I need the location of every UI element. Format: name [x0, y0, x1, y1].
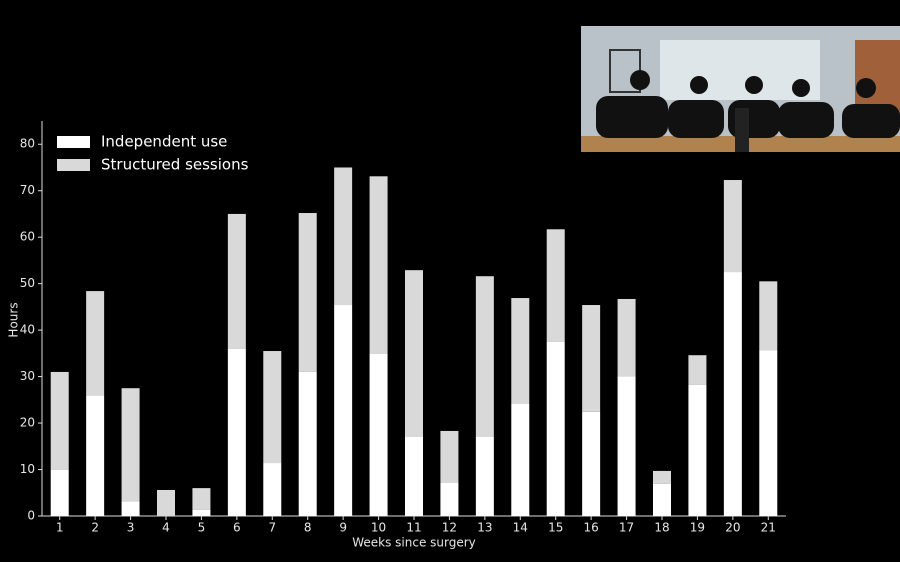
- bar-segment: [759, 281, 778, 351]
- bar-segment: [653, 483, 671, 516]
- x-tick-label: 5: [198, 521, 206, 535]
- bar-segment: [334, 167, 353, 306]
- bar-segment: [227, 348, 246, 516]
- x-tick-label: 8: [304, 521, 312, 535]
- x-tick-label: 3: [127, 521, 135, 535]
- bar-segment: [369, 353, 388, 516]
- bar-segment: [582, 411, 601, 516]
- bar-segment: [334, 305, 353, 516]
- bar-segment: [759, 350, 778, 516]
- webcam-inset: [581, 26, 900, 152]
- x-tick-label: 21: [761, 521, 776, 535]
- y-tick-label: 60: [20, 230, 35, 244]
- y-tick-label: 30: [20, 369, 35, 383]
- bar-segment: [50, 469, 69, 516]
- x-tick-label: 4: [162, 521, 170, 535]
- bar-segment: [723, 180, 742, 273]
- x-tick-label: 9: [339, 521, 347, 535]
- y-tick-label: 0: [27, 509, 35, 523]
- bar-segment: [617, 298, 636, 377]
- x-tick-label: 15: [548, 521, 563, 535]
- bar-segment: [369, 176, 388, 354]
- legend-label: Structured sessions: [101, 156, 249, 174]
- x-tick-label: 2: [91, 521, 99, 535]
- x-tick-label: 10: [371, 521, 386, 535]
- bar-segment: [475, 276, 494, 437]
- y-tick-label: 70: [20, 183, 35, 197]
- bar-segment: [263, 463, 282, 516]
- y-tick-label: 50: [20, 276, 35, 290]
- y-tick-label: 10: [20, 462, 35, 476]
- bar-segment: [405, 437, 423, 516]
- x-tick-label: 14: [513, 521, 528, 535]
- bar-segment: [192, 488, 211, 510]
- x-axis-label: Weeks since surgery: [352, 536, 476, 550]
- y-tick-label: 20: [20, 416, 35, 430]
- x-tick-label: 13: [477, 521, 492, 535]
- y-tick-label: 80: [20, 137, 35, 151]
- bar-segment: [440, 483, 459, 516]
- bar-segment: [653, 470, 671, 484]
- bar-segment: [121, 388, 140, 502]
- y-tick-label: 40: [20, 323, 35, 337]
- bar-segment: [511, 404, 530, 516]
- bar-segment: [511, 298, 530, 405]
- bar-segment: [405, 270, 423, 437]
- x-tick-label: 12: [442, 521, 457, 535]
- y-axis-label: Hours: [7, 302, 21, 337]
- bar-segment: [192, 509, 211, 516]
- legend-swatch: [57, 159, 90, 171]
- bar-segment: [157, 489, 175, 516]
- x-tick-label: 18: [654, 521, 669, 535]
- bar-segment: [298, 371, 317, 516]
- bar-segment: [86, 395, 105, 516]
- legend-label: Independent use: [101, 133, 227, 151]
- bar-segment: [546, 341, 565, 516]
- bar-segment: [688, 384, 707, 516]
- x-tick-label: 11: [406, 521, 421, 535]
- x-tick-label: 16: [584, 521, 599, 535]
- bar-segment: [617, 376, 636, 516]
- bar-segment: [50, 371, 69, 470]
- x-tick-label: 17: [619, 521, 634, 535]
- legend-swatch: [57, 136, 90, 148]
- x-tick-label: 20: [725, 521, 740, 535]
- x-tick-label: 19: [690, 521, 705, 535]
- x-tick-label: 7: [268, 521, 276, 535]
- x-tick-label: 6: [233, 521, 241, 535]
- bar-segment: [121, 501, 140, 516]
- bar-segment: [227, 213, 246, 349]
- bar-segment: [86, 291, 105, 396]
- bar-segment: [475, 437, 494, 516]
- bar-segment: [688, 355, 707, 385]
- bar-segment: [298, 213, 317, 372]
- bar-segment: [546, 229, 565, 342]
- x-tick-label: 1: [56, 521, 64, 535]
- bar-segment: [263, 351, 282, 464]
- bar-segment: [440, 430, 459, 484]
- bar-segment: [723, 272, 742, 516]
- bar-segment: [582, 305, 601, 412]
